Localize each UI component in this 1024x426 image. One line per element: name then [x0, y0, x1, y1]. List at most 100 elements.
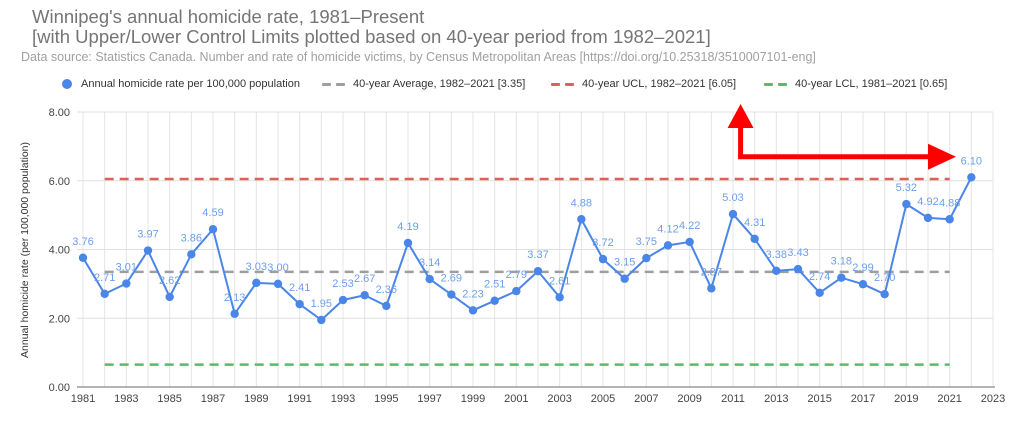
x-tick-label: 1987 [201, 393, 225, 405]
legend-marker-average [322, 82, 331, 86]
data-label: 2.36 [376, 284, 397, 296]
data-point [902, 199, 911, 209]
x-tick-label: 2001 [504, 393, 528, 405]
data-point [663, 241, 673, 250]
rate-line [82, 176, 973, 321]
data-label: 2.61 [549, 275, 570, 287]
data-label: 3.75 [636, 236, 657, 248]
x-tick-label: 2019 [894, 393, 918, 405]
data-label: 4.22 [679, 220, 700, 232]
data-label: 3.72 [592, 237, 613, 249]
legend-label-average: 40-year Average, 1982–2021 [3.35] [353, 78, 526, 90]
data-point [815, 288, 824, 298]
chart-title-line2: [with Upper/Lower Control Limits plotted… [32, 26, 711, 47]
x-tick-label: 1999 [461, 393, 485, 405]
data-point [577, 215, 586, 224]
data-point [772, 266, 781, 276]
x-tick-label: 2021 [937, 393, 961, 405]
x-tick-label: 1997 [417, 393, 441, 405]
legend-label-ucl: 40-year UCL, 1982–2021 [6.05] [582, 78, 737, 90]
data-label: 3.14 [419, 257, 440, 269]
data-label: 2.53 [332, 278, 353, 290]
data-point [858, 280, 868, 289]
data-label: 6.10 [961, 155, 982, 167]
data-label: 3.37 [527, 249, 548, 261]
data-point [620, 274, 629, 283]
data-point [230, 309, 239, 318]
data-point [598, 254, 608, 264]
data-label: 2.74 [809, 271, 830, 283]
data-point [707, 284, 716, 293]
x-tick-label: 2009 [677, 393, 701, 405]
x-tick-label: 1989 [244, 393, 268, 405]
legend-item-lcl: 40-year LCL, 1981–2021 [0.65] [764, 78, 947, 90]
data-label: 4.19 [397, 221, 418, 233]
legend-marker-average-2 [336, 82, 345, 86]
legend-marker-rate [62, 79, 72, 89]
y-tick-label: 6.00 [49, 176, 70, 188]
data-label: 2.13 [224, 292, 245, 304]
data-point [923, 213, 933, 223]
data-label: 3.18 [831, 256, 852, 268]
y-tick-label: 0.00 [49, 382, 70, 394]
data-label: 2.62 [159, 275, 180, 287]
x-tick-label: 1983 [114, 393, 138, 405]
x-tick-label: 2005 [591, 393, 615, 405]
data-label: 4.59 [202, 207, 223, 219]
data-label: 4.31 [744, 217, 765, 229]
data-point [837, 273, 846, 282]
data-point [382, 301, 391, 311]
data-point [468, 306, 478, 315]
data-point [338, 295, 348, 305]
rate-series [78, 173, 976, 325]
arrow-right-head [928, 143, 956, 170]
data-point [295, 299, 304, 309]
data-point [490, 296, 499, 305]
x-tick-label: 2003 [547, 393, 571, 405]
x-tick-label: 1981 [71, 393, 95, 405]
data-label: 3.97 [137, 229, 158, 241]
data-point [533, 266, 543, 276]
x-tick-label: 2007 [634, 393, 658, 405]
legend-marker-lcl [764, 82, 773, 86]
data-point [403, 238, 413, 248]
data-point [685, 237, 694, 247]
data-point [642, 253, 651, 263]
x-tick-label: 1985 [157, 393, 181, 405]
y-tick-label: 4.00 [49, 245, 70, 257]
data-label: 3.38 [766, 249, 787, 261]
data-point [512, 286, 521, 296]
legend: Annual homicide rate per 100,000 populat… [0, 78, 1024, 94]
data-label: 5.03 [722, 192, 743, 204]
red-arrow-annotation [727, 104, 956, 170]
data-label: 3.43 [787, 247, 808, 259]
data-point [945, 215, 954, 224]
data-label: 2.41 [289, 282, 310, 294]
legend-label-rate: Annual homicide rate per 100,000 populat… [81, 78, 300, 90]
data-point [187, 250, 196, 259]
data-label: 3.76 [72, 236, 93, 248]
legend-item-rate: Annual homicide rate per 100,000 populat… [62, 78, 300, 90]
legend-label-lcl: 40-year LCL, 1981–2021 [0.65] [795, 78, 948, 90]
data-label: 2.79 [506, 269, 527, 281]
data-label: 2.87 [701, 266, 722, 278]
data-label: 4.92 [917, 196, 938, 208]
data-point [317, 315, 326, 325]
data-label: 2.71 [94, 272, 115, 284]
data-label: 1.95 [311, 298, 332, 310]
y-tick-label: 2.00 [49, 313, 70, 325]
data-point [880, 289, 889, 299]
x-tick-label: 1991 [287, 393, 311, 405]
data-point [728, 209, 738, 219]
x-tick-label: 2023 [981, 393, 1005, 405]
data-label: 4.88 [939, 197, 960, 209]
y-axis-label: Annual homicide rate (per 100,000 popula… [19, 142, 31, 358]
x-tick-label: 1995 [374, 393, 398, 405]
data-point [793, 264, 803, 274]
data-point [208, 225, 218, 234]
data-point [425, 274, 434, 284]
data-label: 3.86 [181, 232, 202, 244]
legend-marker-lcl-2 [778, 82, 787, 86]
data-label: 2.70 [874, 272, 895, 284]
